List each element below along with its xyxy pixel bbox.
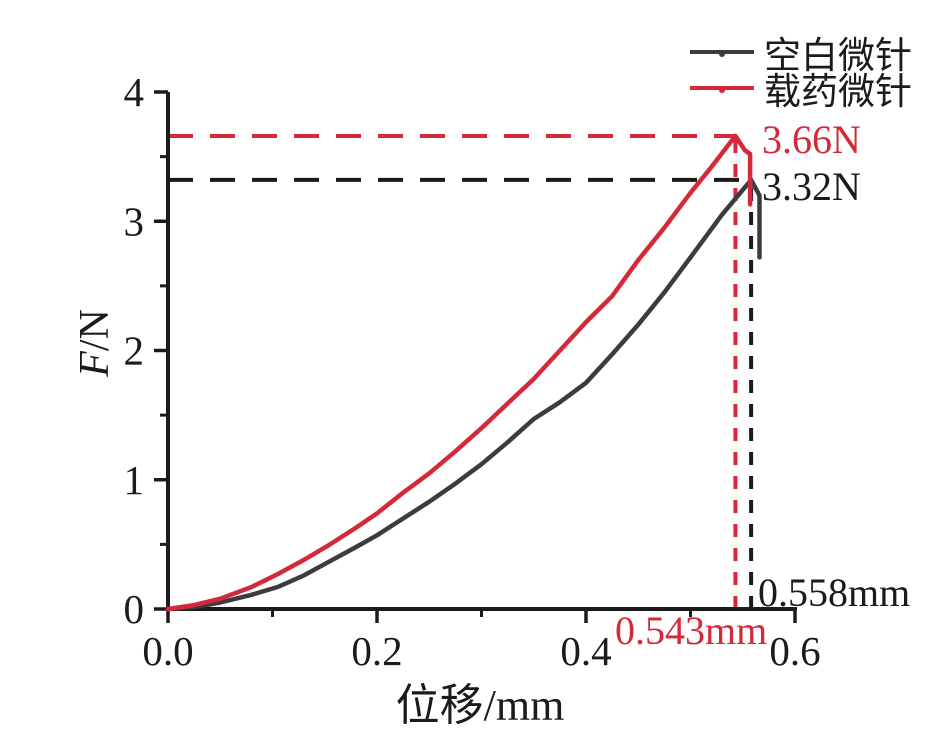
legend-item-drug: 载药微针	[690, 70, 912, 113]
blank-line-swatch	[690, 49, 754, 57]
annotation-peak-displacement-blank: 0.558mm	[758, 570, 911, 615]
y-tick-label: 0	[124, 586, 145, 632]
y-tick-label: 1	[124, 457, 145, 503]
axes	[166, 92, 797, 611]
ticks: 0.0 0.2 0.4 0.6 0 1 2 3 4	[124, 69, 821, 674]
series-line-1	[165, 133, 753, 612]
series-line-0	[165, 177, 762, 612]
legend: 空白微针 载药微针	[690, 34, 912, 113]
annotation-peak-force-drug: 3.66N	[762, 117, 861, 162]
legend-item-blank: 空白微针	[690, 34, 912, 77]
drug-marker-dot	[719, 86, 725, 93]
axis-lines	[166, 92, 797, 611]
annotation-peak-force-blank: 3.32N	[762, 164, 861, 209]
x-tick-label: 0.2	[351, 628, 402, 674]
y-tick-label: 2	[124, 328, 145, 374]
y-tick-label: 3	[124, 198, 145, 244]
x-tick-label: 0.4	[560, 628, 611, 674]
x-tick-label: 0.0	[142, 628, 193, 674]
drug-line-swatch	[690, 85, 754, 93]
legend-label-blank: 空白微针	[764, 35, 912, 77]
guide-lines	[168, 133, 754, 609]
y-tick-label: 4	[124, 69, 145, 115]
x-tick-label: 0.6	[769, 628, 820, 674]
y-axis-title: F/N	[72, 309, 118, 377]
annotation-peak-displacement-drug: 0.543mm	[615, 608, 768, 653]
y-axis-symbol: F	[72, 351, 118, 377]
x-axis-title: 位移/mm	[395, 681, 565, 730]
legend-label-drug: 载药微针	[764, 71, 912, 113]
blank-marker-dot	[719, 50, 725, 57]
y-axis-unit: /N	[72, 309, 118, 352]
